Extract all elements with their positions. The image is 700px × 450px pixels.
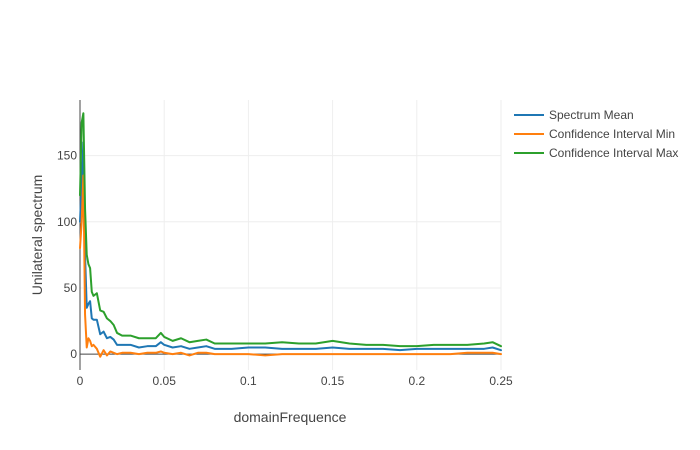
y-axis-title: Unilateral spectrum — [29, 175, 45, 296]
x-tick-label: 0.1 — [240, 374, 257, 388]
plot-area — [79, 112, 502, 358]
x-tick-label: 0.15 — [321, 374, 345, 388]
series-line-1[interactable] — [79, 141, 502, 352]
legend-item[interactable]: Spectrum Mean — [514, 108, 634, 122]
legend-label: Confidence Interval Max — [549, 146, 678, 160]
legend-label: Confidence Interval Min — [549, 127, 675, 141]
x-tick-label: 0.2 — [408, 374, 425, 388]
legend-item[interactable]: Confidence Interval Max — [514, 146, 678, 160]
legend-label: Spectrum Mean — [549, 108, 634, 122]
y-tick-label: 150 — [57, 149, 77, 163]
legend-item[interactable]: Confidence Interval Min — [514, 127, 675, 141]
grid — [80, 100, 502, 370]
x-tick-label: 0 — [77, 374, 84, 388]
series-line-3[interactable] — [79, 112, 502, 348]
tick-labels: 0 0.05 0.1 0.15 0.2 0.25 0 50 100 150 — [57, 149, 513, 388]
y-tick-label: 100 — [57, 215, 77, 229]
series-line-2[interactable] — [79, 174, 502, 358]
y-tick-label: 50 — [64, 281, 78, 295]
x-tick-label: 0.05 — [153, 374, 177, 388]
x-axis-title: domainFrequence — [234, 409, 347, 425]
y-tick-label: 0 — [70, 347, 77, 361]
legend[interactable]: Spectrum Mean Confidence Interval Min Conf… — [514, 108, 678, 160]
x-tick-label: 0.25 — [489, 374, 513, 388]
